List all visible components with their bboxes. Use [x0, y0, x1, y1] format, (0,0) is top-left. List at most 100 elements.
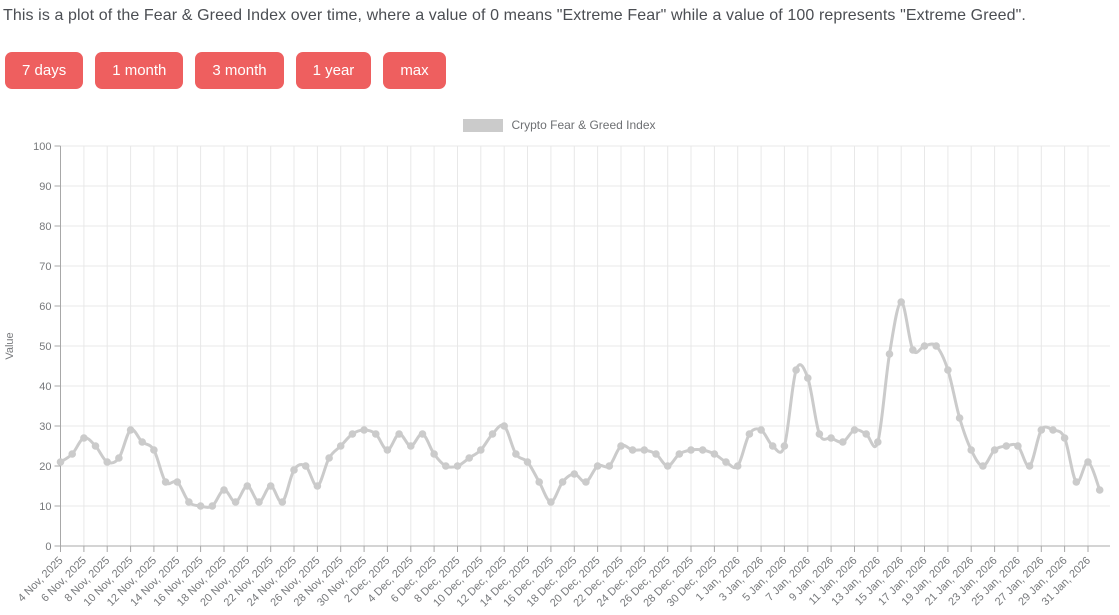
- svg-text:0: 0: [45, 541, 51, 553]
- data-point[interactable]: [558, 478, 567, 486]
- data-point[interactable]: [196, 502, 205, 510]
- data-point[interactable]: [1037, 426, 1046, 434]
- data-point[interactable]: [979, 462, 987, 470]
- data-point[interactable]: [68, 450, 76, 458]
- data-point[interactable]: [1060, 434, 1069, 442]
- data-point[interactable]: [792, 366, 800, 374]
- data-point[interactable]: [325, 454, 333, 462]
- data-point[interactable]: [815, 430, 824, 438]
- data-point[interactable]: [488, 430, 497, 438]
- data-point[interactable]: [500, 422, 509, 430]
- data-point[interactable]: [161, 478, 170, 486]
- data-point[interactable]: [138, 438, 146, 446]
- data-point[interactable]: [1025, 462, 1034, 470]
- data-point[interactable]: [1014, 442, 1022, 450]
- data-point[interactable]: [91, 442, 100, 450]
- data-point[interactable]: [278, 498, 287, 506]
- data-point[interactable]: [1095, 486, 1104, 494]
- data-point[interactable]: [745, 430, 754, 438]
- data-point[interactable]: [897, 298, 905, 306]
- data-point[interactable]: [652, 450, 660, 458]
- data-point[interactable]: [477, 446, 485, 454]
- data-point[interactable]: [920, 342, 929, 350]
- data-point[interactable]: [442, 462, 450, 470]
- data-point[interactable]: [208, 502, 217, 510]
- data-point[interactable]: [932, 342, 940, 350]
- data-point[interactable]: [839, 438, 847, 446]
- data-point[interactable]: [1002, 442, 1011, 450]
- data-point[interactable]: [862, 430, 870, 438]
- data-point[interactable]: [955, 414, 964, 422]
- range-button-7-days[interactable]: 7 days: [5, 52, 84, 89]
- data-point[interactable]: [827, 434, 835, 442]
- data-point[interactable]: [126, 426, 135, 434]
- data-point[interactable]: [663, 462, 672, 470]
- data-point[interactable]: [967, 446, 975, 454]
- data-point[interactable]: [1084, 458, 1092, 466]
- data-point[interactable]: [150, 446, 158, 454]
- data-point[interactable]: [617, 442, 625, 450]
- data-point[interactable]: [675, 450, 684, 458]
- series-points[interactable]: [56, 298, 1104, 510]
- data-point[interactable]: [430, 450, 438, 458]
- data-point[interactable]: [523, 458, 532, 466]
- legend-item-fear-greed[interactable]: Crypto Fear & Greed Index: [463, 118, 656, 132]
- data-point[interactable]: [733, 462, 742, 470]
- data-point[interactable]: [512, 450, 520, 458]
- data-point[interactable]: [687, 446, 695, 454]
- data-point[interactable]: [757, 426, 765, 434]
- data-point[interactable]: [465, 454, 474, 462]
- data-point[interactable]: [383, 446, 392, 454]
- data-point[interactable]: [360, 426, 368, 434]
- data-point[interactable]: [885, 350, 894, 358]
- data-point[interactable]: [570, 470, 579, 478]
- data-point[interactable]: [535, 478, 543, 486]
- data-point[interactable]: [605, 462, 614, 470]
- data-point[interactable]: [698, 446, 707, 454]
- range-button-1-month[interactable]: 1 month: [95, 52, 184, 89]
- data-point[interactable]: [290, 466, 298, 474]
- range-button-1-year[interactable]: 1 year: [295, 52, 372, 89]
- data-point[interactable]: [944, 366, 952, 374]
- data-point[interactable]: [80, 434, 88, 442]
- data-point[interactable]: [453, 462, 462, 470]
- range-button-max[interactable]: max: [383, 52, 446, 89]
- data-point[interactable]: [266, 482, 275, 490]
- data-point[interactable]: [710, 450, 719, 458]
- data-point[interactable]: [909, 346, 917, 354]
- data-point[interactable]: [780, 442, 789, 450]
- data-point[interactable]: [990, 446, 999, 454]
- data-point[interactable]: [115, 454, 123, 462]
- data-point[interactable]: [804, 374, 812, 382]
- data-point[interactable]: [418, 430, 427, 438]
- data-point[interactable]: [547, 498, 555, 506]
- data-point[interactable]: [768, 442, 777, 450]
- data-point[interactable]: [874, 438, 882, 446]
- data-point[interactable]: [243, 482, 252, 490]
- data-point[interactable]: [395, 430, 403, 438]
- data-point[interactable]: [231, 498, 240, 506]
- data-point[interactable]: [593, 462, 602, 470]
- data-point[interactable]: [640, 446, 649, 454]
- data-point[interactable]: [628, 446, 637, 454]
- data-point[interactable]: [313, 482, 322, 490]
- data-point[interactable]: [372, 430, 380, 438]
- range-button-3-month[interactable]: 3 month: [195, 52, 284, 89]
- data-point[interactable]: [407, 442, 415, 450]
- data-point[interactable]: [1049, 426, 1057, 434]
- data-point[interactable]: [56, 458, 65, 466]
- data-point[interactable]: [1072, 478, 1081, 486]
- data-point[interactable]: [103, 458, 111, 466]
- data-point[interactable]: [722, 458, 730, 466]
- data-point[interactable]: [850, 426, 859, 434]
- data-point[interactable]: [336, 442, 345, 450]
- data-point[interactable]: [173, 478, 182, 486]
- data-point[interactable]: [582, 478, 590, 486]
- data-point[interactable]: [348, 430, 357, 438]
- data-point[interactable]: [255, 498, 263, 506]
- data-point[interactable]: [301, 462, 310, 470]
- data-point[interactable]: [220, 486, 228, 494]
- data-point[interactable]: [185, 498, 193, 506]
